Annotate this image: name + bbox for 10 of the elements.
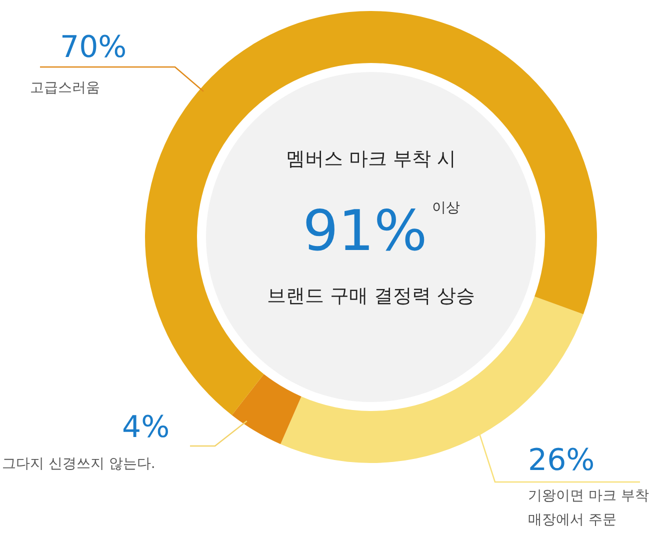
slice-label: 기왕이면 마크 부착 매장에서 주문 xyxy=(528,488,649,528)
data-label: 26% xyxy=(528,443,595,478)
text: 브랜드 구매 결정력 상승 xyxy=(266,285,476,307)
text: 멤버스 마크 부착 시 xyxy=(286,148,456,170)
data-label: 4% xyxy=(122,410,170,445)
data-label: 70% xyxy=(60,30,127,65)
text: 이상 xyxy=(432,200,460,216)
slice-label: 고급스러움 xyxy=(30,80,100,96)
slice-label: 그다지 신경쓰지 않는다. xyxy=(2,456,156,472)
text: 91% xyxy=(302,199,428,264)
